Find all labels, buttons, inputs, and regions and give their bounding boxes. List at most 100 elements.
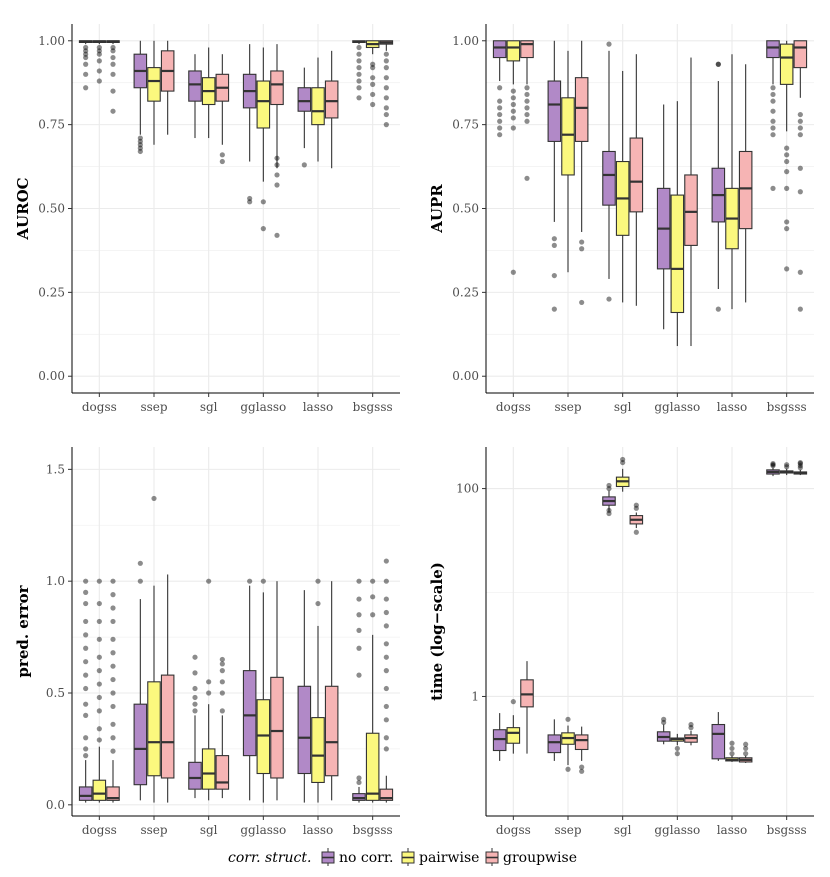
outlier-point — [356, 578, 362, 584]
box-gglasso-pairwise — [256, 578, 271, 803]
box-ssep-no_corr — [133, 40, 148, 155]
outlier-point — [579, 239, 585, 245]
outlier-point — [110, 703, 116, 710]
outlier-point — [797, 461, 803, 467]
outlier-point — [219, 668, 225, 674]
outlier-point — [219, 152, 225, 158]
outlier-point — [219, 708, 225, 714]
x-tick-label: bsgsss — [353, 400, 393, 414]
outlier-point — [219, 158, 225, 165]
x-tick-label: ssep — [140, 823, 167, 837]
outlier-point — [137, 148, 143, 155]
box-iqr — [311, 87, 325, 126]
outlier-point — [674, 745, 680, 752]
box-iqr — [629, 137, 644, 213]
box-sgl-no_corr — [188, 54, 202, 139]
box-ssep-groupwise — [160, 40, 175, 135]
outlier-point — [260, 578, 266, 584]
outlier-point — [356, 78, 362, 84]
outlier-point — [356, 85, 362, 91]
outlier-point — [797, 465, 803, 471]
box-iqr — [256, 699, 271, 775]
grid — [486, 24, 814, 393]
outlier-point — [715, 61, 721, 67]
outlier-point — [83, 645, 89, 651]
y-tick-label: 1 — [471, 689, 479, 703]
box-bsgsss-groupwise — [793, 40, 808, 312]
outlier-point — [83, 85, 89, 91]
outlier-point — [83, 48, 89, 54]
outlier-point — [620, 459, 626, 466]
outlier-point — [192, 685, 198, 692]
outlier-point — [383, 578, 389, 584]
box-iqr — [324, 685, 339, 777]
y-tick-label: 0.0 — [46, 798, 65, 812]
outlier-point — [356, 95, 362, 101]
box-ssep-pairwise — [561, 716, 575, 772]
outlier-point — [274, 182, 280, 188]
outlier-point — [524, 105, 530, 111]
box-iqr — [574, 734, 589, 751]
x-tick-label: lasso — [303, 400, 334, 414]
outlier-point — [110, 748, 116, 754]
box-sgl-groupwise — [215, 656, 230, 799]
legend-entry-groupwise: groupwise — [485, 848, 577, 866]
outlier-point — [784, 226, 790, 232]
outlier-point — [551, 306, 557, 312]
outlier-point — [83, 735, 89, 741]
outlier-point — [110, 61, 116, 67]
box-ssep-no_corr — [133, 560, 148, 801]
outlier-point — [383, 558, 389, 564]
outlier-point — [260, 226, 266, 232]
outlier-point — [83, 746, 89, 752]
outlier-point — [96, 58, 102, 64]
outlier-point — [606, 485, 612, 492]
outlier-point — [301, 162, 307, 168]
box-dogss-pairwise — [92, 578, 107, 803]
outlier-point — [784, 219, 790, 225]
outlier-point — [96, 636, 102, 642]
box-iqr — [270, 70, 284, 106]
box-dogss-groupwise — [106, 40, 120, 114]
box-ssep-pairwise — [147, 495, 161, 803]
outlier-point — [83, 753, 89, 759]
outlier-point — [83, 712, 89, 718]
outlier-point — [137, 578, 143, 584]
outlier-point — [579, 768, 585, 774]
outlier-point — [383, 596, 389, 602]
box-bsgsss-no_corr — [766, 461, 780, 477]
x-tick-label: lasso — [717, 400, 748, 414]
box-iqr — [492, 40, 507, 59]
outlier-point — [551, 236, 557, 242]
box-iqr — [92, 779, 107, 801]
outlier-point — [383, 105, 389, 111]
outlier-point — [770, 462, 776, 468]
y-tick-label: 0.75 — [38, 118, 65, 132]
outlier-point — [110, 71, 116, 77]
box-gglasso-pairwise — [670, 733, 685, 757]
outlier-point — [96, 681, 102, 687]
box-sgl-groupwise — [215, 54, 230, 165]
outlier-point — [383, 75, 389, 81]
outlier-point — [383, 703, 389, 710]
x-tick-label: lasso — [717, 823, 748, 837]
outlier-point — [110, 735, 116, 741]
legend-entry-no_corr: no corr. — [321, 848, 393, 866]
outlier-point — [356, 612, 362, 618]
outlier-point — [110, 44, 116, 51]
box-lasso-groupwise — [738, 741, 753, 763]
outlier-point — [797, 125, 803, 131]
outlier-point — [356, 627, 362, 633]
y-tick-label: 100 — [456, 482, 479, 496]
outlier-point — [192, 708, 198, 714]
outlier-point — [370, 594, 376, 600]
outlier-point — [110, 54, 116, 61]
outlier-point — [137, 145, 143, 151]
box-iqr — [365, 732, 380, 801]
x-tick-label: bsgsss — [767, 400, 807, 414]
y-tick-label: 0.5 — [46, 686, 65, 700]
outlier-point — [274, 172, 280, 178]
outlier-point — [192, 670, 198, 676]
box-lasso-pairwise — [311, 57, 325, 162]
outlier-point — [370, 91, 376, 98]
